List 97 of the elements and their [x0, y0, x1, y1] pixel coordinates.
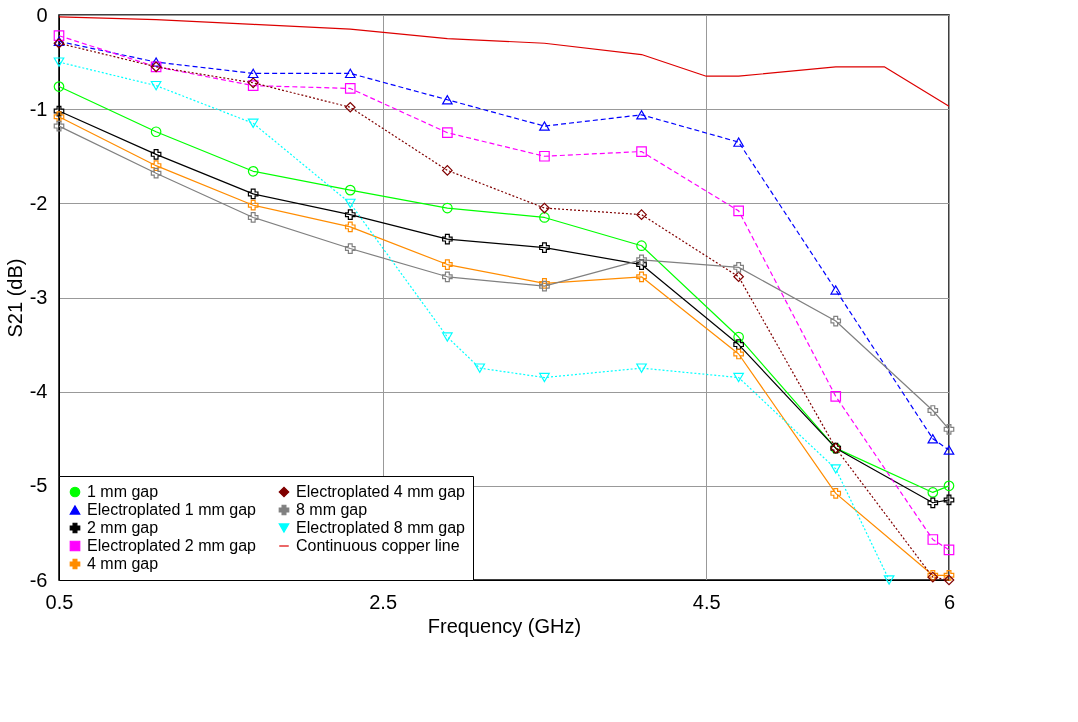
legend-label: Electroplated 2 mm gap [87, 537, 257, 554]
point [442, 95, 453, 105]
point [344, 221, 356, 233]
point [927, 534, 939, 545]
point [943, 445, 955, 455]
y-tick-label: -3 [29, 286, 48, 308]
y-tick-label: -4 [29, 380, 48, 403]
point [943, 569, 955, 581]
point [636, 209, 647, 220]
point [943, 574, 955, 586]
point [53, 81, 65, 92]
point [636, 363, 647, 373]
point [733, 339, 744, 350]
point [247, 68, 259, 79]
y-axis-title: S21 (dB) [3, 258, 26, 338]
point [247, 188, 259, 200]
legend-label: 4 mm gap [87, 555, 159, 572]
point [733, 205, 744, 217]
point [636, 254, 647, 266]
point [636, 146, 647, 157]
point [247, 118, 259, 128]
x-tick-label: 6 [943, 590, 956, 613]
y-tick-label: -2 [29, 191, 48, 214]
point [53, 57, 65, 67]
legend-label: 2 mm gap [87, 519, 159, 536]
y-tick-label: -1 [29, 97, 48, 120]
point [442, 127, 453, 139]
y-tick-label: 0 [36, 3, 48, 26]
point [927, 434, 939, 444]
point [442, 165, 453, 176]
point [539, 212, 550, 223]
point [53, 30, 65, 42]
legend-label: 8 mm gap [296, 501, 368, 518]
point [927, 405, 939, 416]
point [733, 137, 744, 147]
legend-label: Electroplated 4 mm gap [296, 483, 466, 500]
legend-label: 1 mm gap [87, 483, 159, 500]
point [927, 487, 939, 498]
point [733, 372, 744, 383]
point [733, 271, 744, 283]
point [247, 165, 259, 177]
point [474, 363, 486, 373]
point [344, 243, 356, 254]
point [943, 494, 955, 506]
point [943, 544, 955, 556]
point [636, 271, 647, 283]
point [150, 160, 162, 172]
point [150, 80, 162, 91]
point [247, 212, 259, 223]
point [150, 149, 162, 160]
point [539, 372, 550, 383]
point [636, 240, 647, 252]
point [150, 167, 162, 179]
legend-label: Electroplated 1 mm gap [87, 501, 257, 518]
point [943, 480, 955, 492]
x-tick-label: 2.5 [369, 590, 398, 613]
point [636, 110, 647, 120]
point [442, 202, 453, 214]
point [830, 315, 842, 327]
point [344, 209, 356, 220]
point [442, 271, 453, 283]
point [53, 105, 65, 117]
point [830, 391, 842, 402]
x-tick-label: 4.5 [692, 590, 721, 613]
legend-label: Electroplated 8 mm gap [296, 519, 466, 536]
point [733, 348, 744, 360]
point [442, 233, 453, 245]
point [344, 184, 356, 196]
point [344, 83, 356, 94]
point [539, 242, 550, 253]
legend-label: Continuous copper line [296, 537, 460, 554]
point [636, 259, 647, 270]
point [883, 575, 895, 585]
point [539, 121, 550, 131]
x-axis-title: Frequency (GHz) [427, 614, 582, 637]
point [344, 68, 356, 79]
point [830, 285, 842, 295]
y-tick-label: -5 [29, 474, 48, 497]
point [53, 120, 65, 132]
point [442, 332, 453, 342]
point [943, 423, 955, 435]
point [830, 488, 842, 499]
point [150, 57, 162, 67]
point [927, 497, 939, 509]
point [830, 464, 842, 474]
point [344, 198, 356, 209]
point [247, 199, 259, 211]
point [539, 202, 550, 214]
point [442, 259, 453, 270]
point [344, 101, 356, 113]
point [733, 331, 744, 343]
point [733, 262, 744, 273]
point [539, 150, 550, 162]
y-tick-label: -6 [29, 568, 48, 591]
point [150, 126, 162, 138]
point [53, 111, 65, 123]
x-tick-label: 0.5 [45, 590, 74, 613]
